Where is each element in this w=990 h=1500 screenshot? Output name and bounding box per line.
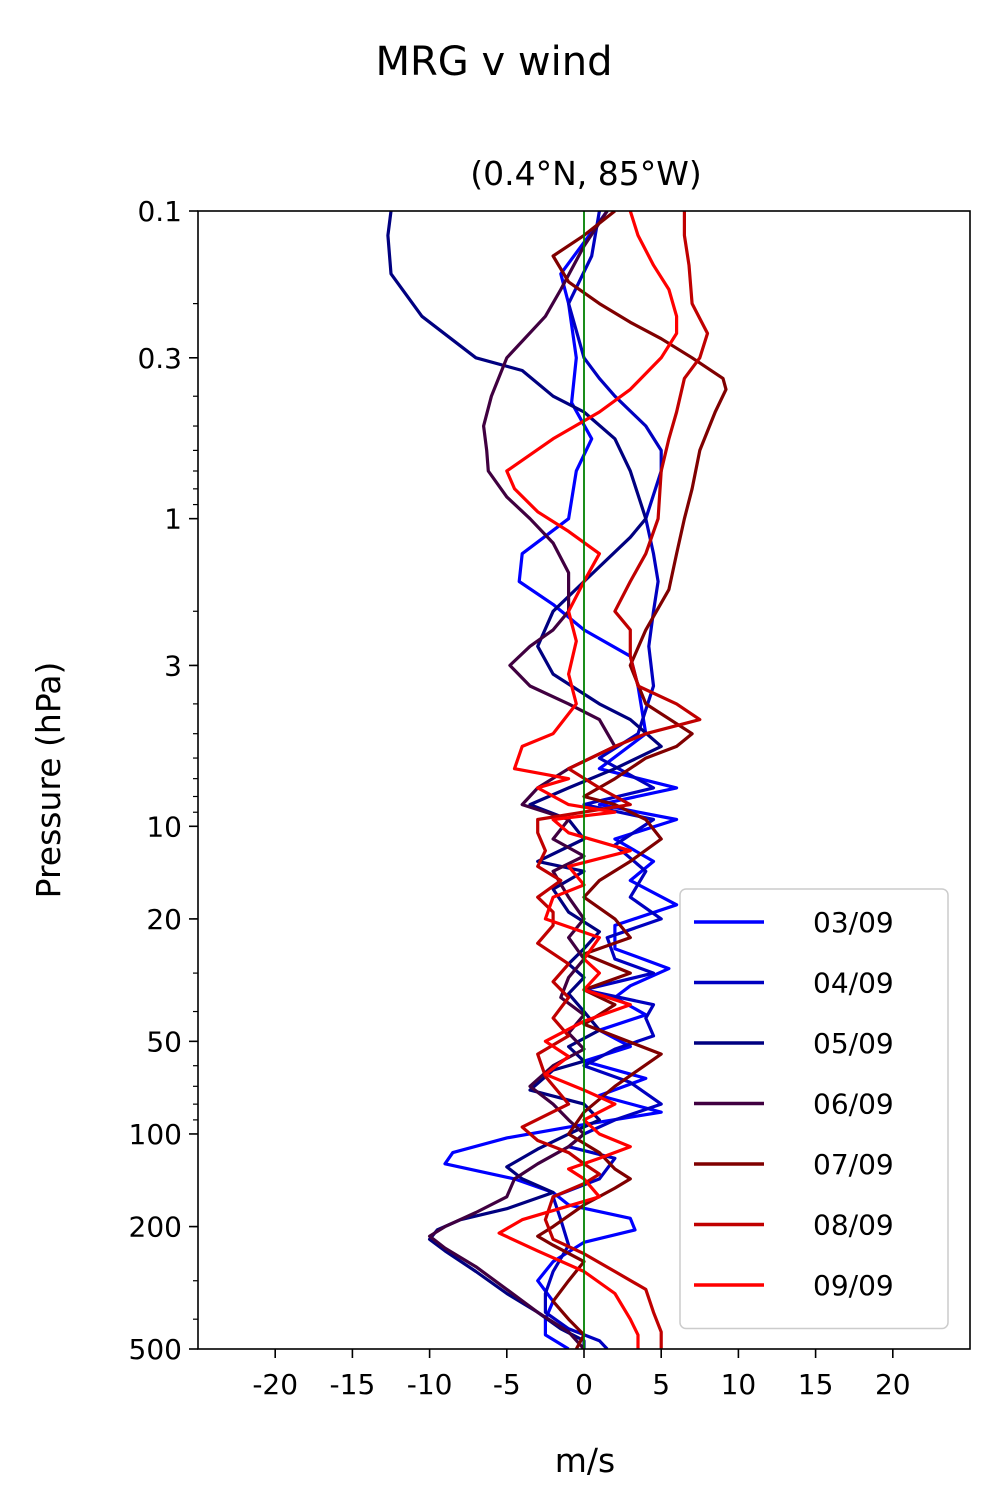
legend-label-05-09: 05/09 bbox=[813, 1027, 894, 1060]
series-line-09-09 bbox=[497, 211, 679, 1349]
y-axis-label: Pressure (hPa) bbox=[29, 662, 68, 899]
plot-area: -20 -15 -10 -5 0 5 10 15 20 0.1 0.3 1 3 10 20 50 100 200 5… bbox=[129, 195, 971, 1401]
legend-label-08-09: 08/09 bbox=[813, 1209, 894, 1242]
legend-box bbox=[679, 888, 949, 1330]
legend-label-06-09: 06/09 bbox=[813, 1088, 894, 1121]
x-tick-label: 15 bbox=[798, 1368, 834, 1401]
legend-label-07-09: 07/09 bbox=[813, 1148, 894, 1181]
x-tick-label: 20 bbox=[875, 1368, 911, 1401]
y-tick-label: 10 bbox=[146, 810, 182, 843]
y-tick-label: 0.1 bbox=[137, 195, 182, 228]
series-line-03-09 bbox=[443, 211, 679, 1349]
x-tick-label: -20 bbox=[252, 1368, 298, 1401]
y-tick-label: 20 bbox=[146, 903, 182, 936]
y-tick-label: 50 bbox=[146, 1025, 182, 1058]
x-tick-label: -15 bbox=[330, 1368, 376, 1401]
y-tick-label: 200 bbox=[129, 1211, 182, 1244]
series-line-06-09 bbox=[428, 211, 617, 1349]
legend-label-09-09: 09/09 bbox=[813, 1269, 894, 1302]
x-axis-label: m/s bbox=[555, 1441, 615, 1480]
y-tick-label: 500 bbox=[129, 1333, 182, 1366]
legend-label-04-09: 04/09 bbox=[813, 967, 894, 1000]
x-tick-label: -10 bbox=[407, 1368, 453, 1401]
x-tick-label: 5 bbox=[652, 1368, 670, 1401]
y-tick-label: 100 bbox=[129, 1118, 182, 1151]
y-tick-label: 0.3 bbox=[137, 342, 182, 375]
series-line-05-09 bbox=[386, 211, 663, 1349]
figure-title: MRG v wind bbox=[376, 39, 613, 85]
x-tick-label: 10 bbox=[721, 1368, 757, 1401]
x-tick-label: 0 bbox=[575, 1368, 593, 1401]
series-group bbox=[386, 211, 728, 1349]
y-tick-label: 1 bbox=[164, 503, 182, 536]
legend-label-03-09: 03/09 bbox=[813, 906, 894, 939]
legend: 03/09 04/09 05/09 06/09 07/09 08/09 09/09 bbox=[679, 888, 949, 1330]
y-tick-label: 3 bbox=[164, 649, 182, 682]
axes-title: (0.4°N, 85°W) bbox=[470, 154, 702, 193]
x-tick-label: -5 bbox=[493, 1368, 521, 1401]
